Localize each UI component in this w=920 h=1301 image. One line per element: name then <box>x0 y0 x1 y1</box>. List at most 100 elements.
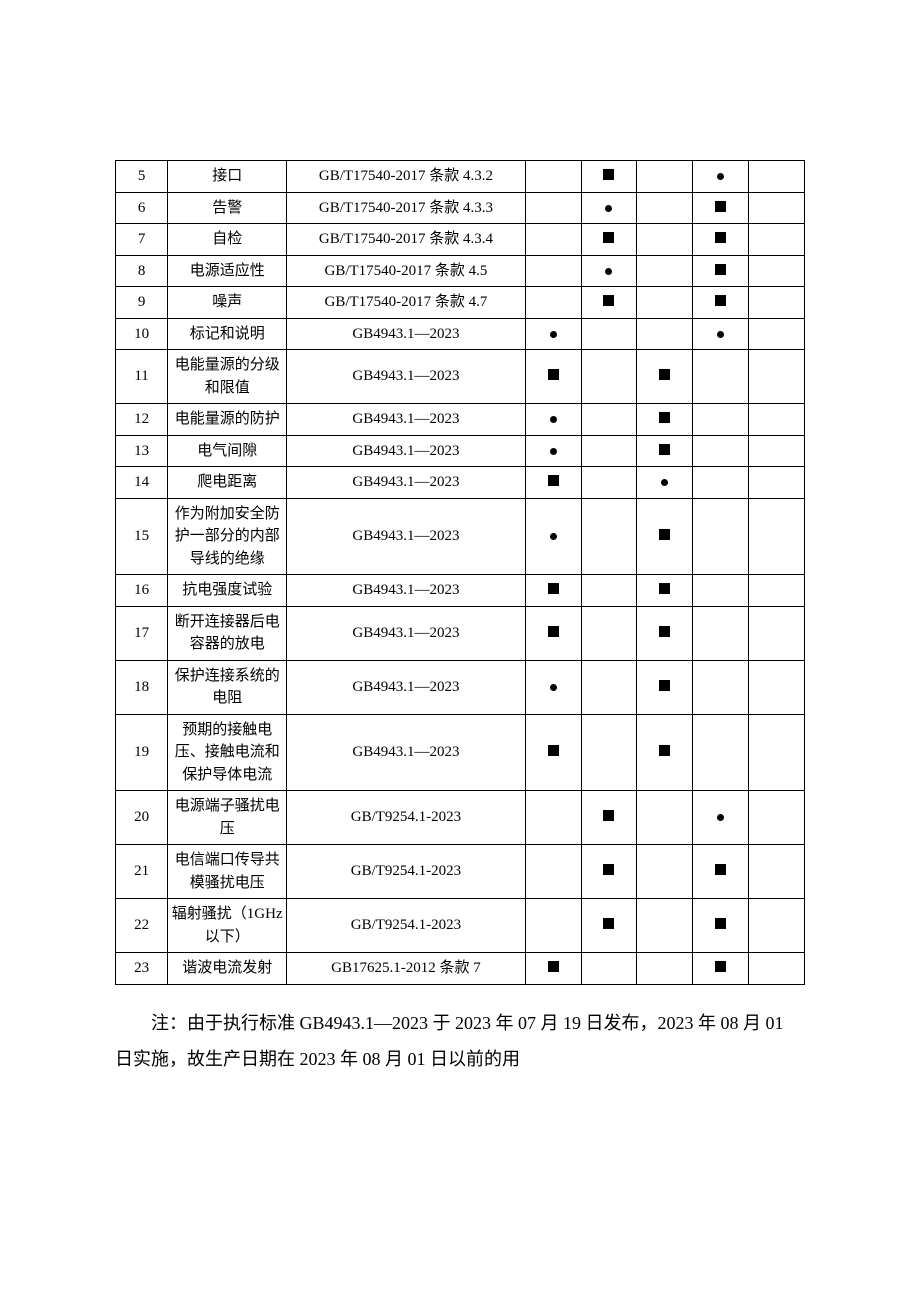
row-mark <box>749 660 805 714</box>
row-mark <box>581 899 637 953</box>
table-row: 20电源端子骚扰电压GB/T9254.1-2023 <box>116 791 805 845</box>
row-standard: GB/T17540-2017 条款 4.3.4 <box>287 224 525 256</box>
row-number: 11 <box>116 350 168 404</box>
row-mark <box>525 350 581 404</box>
square-mark-icon <box>603 169 614 180</box>
row-name: 辐射骚扰（1GHz 以下） <box>168 899 287 953</box>
row-mark <box>525 161 581 193</box>
square-mark-icon <box>715 295 726 306</box>
row-mark <box>637 287 693 319</box>
row-mark <box>525 953 581 985</box>
row-mark <box>693 224 749 256</box>
row-name: 电气间隙 <box>168 435 287 467</box>
row-mark <box>637 161 693 193</box>
square-mark-icon <box>659 412 670 423</box>
row-mark <box>693 575 749 607</box>
dot-mark-icon <box>550 533 557 540</box>
row-mark <box>525 575 581 607</box>
square-mark-icon <box>603 918 614 929</box>
square-mark-icon <box>659 626 670 637</box>
square-mark-icon <box>659 745 670 756</box>
row-mark <box>525 791 581 845</box>
row-name: 电信端口传导共模骚扰电压 <box>168 845 287 899</box>
square-mark-icon <box>659 529 670 540</box>
dot-mark-icon <box>717 331 724 338</box>
row-mark <box>637 435 693 467</box>
row-mark <box>693 845 749 899</box>
row-number: 21 <box>116 845 168 899</box>
row-standard: GB4943.1—2023 <box>287 350 525 404</box>
row-name: 告警 <box>168 192 287 224</box>
square-mark-icon <box>548 369 559 380</box>
square-mark-icon <box>548 745 559 756</box>
row-mark <box>749 318 805 350</box>
row-mark <box>525 606 581 660</box>
row-standard: GB4943.1—2023 <box>287 318 525 350</box>
row-mark <box>749 192 805 224</box>
row-standard: GB/T17540-2017 条款 4.5 <box>287 255 525 287</box>
row-mark <box>749 845 805 899</box>
row-mark <box>749 350 805 404</box>
row-mark <box>525 318 581 350</box>
square-mark-icon <box>715 864 726 875</box>
row-number: 22 <box>116 899 168 953</box>
row-mark <box>581 435 637 467</box>
row-mark <box>693 435 749 467</box>
row-mark <box>637 845 693 899</box>
row-mark <box>749 255 805 287</box>
row-mark <box>637 791 693 845</box>
row-mark <box>637 192 693 224</box>
row-mark <box>637 350 693 404</box>
row-mark <box>637 899 693 953</box>
row-standard: GB/T9254.1-2023 <box>287 791 525 845</box>
row-mark <box>637 953 693 985</box>
row-number: 7 <box>116 224 168 256</box>
row-mark <box>693 953 749 985</box>
row-standard: GB4943.1—2023 <box>287 467 525 499</box>
row-mark <box>693 192 749 224</box>
row-mark <box>581 606 637 660</box>
row-name: 电源适应性 <box>168 255 287 287</box>
row-number: 9 <box>116 287 168 319</box>
row-mark <box>693 606 749 660</box>
row-mark <box>693 255 749 287</box>
row-mark <box>693 498 749 575</box>
dot-mark-icon <box>550 684 557 691</box>
row-mark <box>637 467 693 499</box>
table-row: 8电源适应性GB/T17540-2017 条款 4.5 <box>116 255 805 287</box>
row-standard: GB/T17540-2017 条款 4.7 <box>287 287 525 319</box>
row-mark <box>637 498 693 575</box>
row-mark <box>749 467 805 499</box>
row-number: 13 <box>116 435 168 467</box>
square-mark-icon <box>548 626 559 637</box>
row-mark <box>581 192 637 224</box>
row-name: 自检 <box>168 224 287 256</box>
table-row: 10标记和说明GB4943.1—2023 <box>116 318 805 350</box>
table-row: 11电能量源的分级和限值GB4943.1—2023 <box>116 350 805 404</box>
square-mark-icon <box>603 864 614 875</box>
square-mark-icon <box>603 810 614 821</box>
row-mark <box>693 350 749 404</box>
row-number: 23 <box>116 953 168 985</box>
row-name: 电能量源的分级和限值 <box>168 350 287 404</box>
row-standard: GB/T17540-2017 条款 4.3.3 <box>287 192 525 224</box>
row-name: 标记和说明 <box>168 318 287 350</box>
row-name: 作为附加安全防护一部分的内部导线的绝缘 <box>168 498 287 575</box>
row-mark <box>525 467 581 499</box>
row-mark <box>749 714 805 791</box>
row-mark <box>637 606 693 660</box>
row-mark <box>637 575 693 607</box>
row-mark <box>581 714 637 791</box>
row-name: 电能量源的防护 <box>168 404 287 436</box>
square-mark-icon <box>715 264 726 275</box>
row-mark <box>693 899 749 953</box>
row-mark <box>693 161 749 193</box>
row-mark <box>581 467 637 499</box>
row-standard: GB4943.1—2023 <box>287 714 525 791</box>
square-mark-icon <box>659 583 670 594</box>
row-mark <box>693 467 749 499</box>
row-number: 10 <box>116 318 168 350</box>
row-standard: GB4943.1—2023 <box>287 606 525 660</box>
dot-mark-icon <box>605 268 612 275</box>
row-standard: GB/T9254.1-2023 <box>287 845 525 899</box>
